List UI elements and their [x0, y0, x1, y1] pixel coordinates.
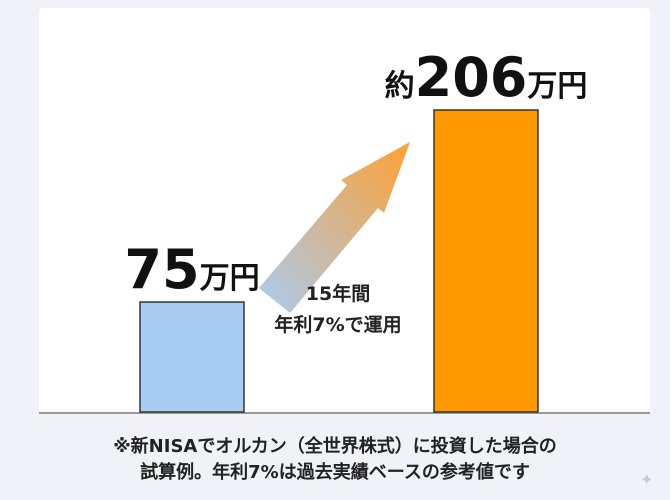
data-label-number: 75: [124, 238, 199, 301]
gradient-arrow-icon: [259, 142, 410, 313]
data-label-number: 206: [415, 46, 528, 109]
footnote-line2: 試算例。年利7%は過去実績ベースの参考値です: [140, 462, 530, 483]
annotation-line1: 15年間: [306, 282, 370, 305]
annotation-line2: 年利7%で運用: [274, 313, 401, 336]
sparkle-icon: ✦: [640, 470, 654, 489]
data-label-unit: 万円: [200, 261, 260, 296]
bar-2: [433, 109, 539, 413]
bar-1: [139, 301, 245, 413]
data-label-prefix: 約: [385, 69, 415, 104]
data-label-1: 75万円: [124, 238, 259, 301]
data-label-2: 約206万円: [385, 46, 588, 109]
data-label-unit: 万円: [527, 69, 587, 104]
footnote-line1: ※新NISAでオルカン（全世界株式）に投資した場合の: [113, 436, 557, 457]
